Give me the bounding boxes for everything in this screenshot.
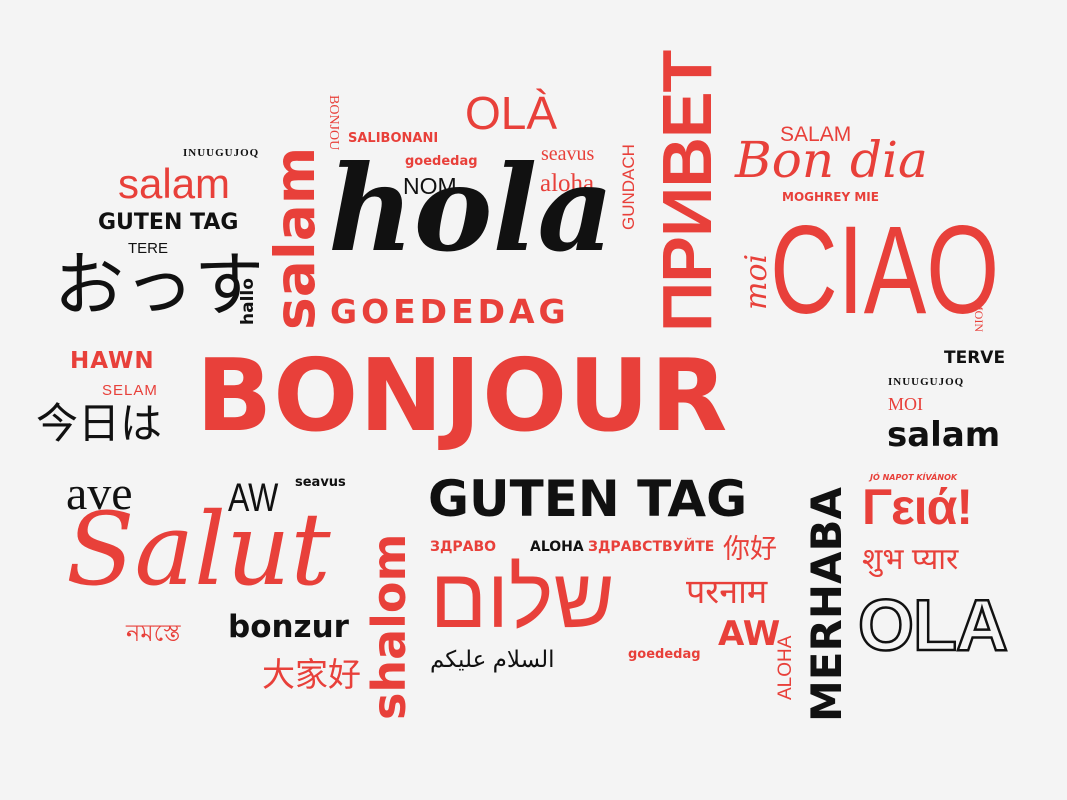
word-namaste-hindi: परनाम (686, 573, 768, 611)
word-zdravo: ЗДРАВО (430, 539, 497, 555)
word-selam: SELAM (102, 382, 158, 399)
word-guten-tag-center: GUTEN TAG (428, 470, 748, 528)
word-bon-dia-script: Bon dia (735, 131, 928, 189)
word-geia-greek: Γειά! (862, 479, 973, 535)
word-goededag-bottom: goededag (628, 647, 701, 662)
word-aloha-top: aloha (540, 170, 595, 197)
word-jo-napot: JÓ NAPOT KÍVÁNOK (870, 473, 958, 482)
word-ola-accent: OLÀ (465, 87, 558, 139)
word-ola-outline: OLA (857, 586, 1009, 666)
word-nihao: 你好 (723, 534, 777, 564)
word-bonzur: bonzur (228, 609, 349, 645)
word-salibonani: SALIBONANI (348, 131, 439, 146)
word-seavus-top: seavus (541, 143, 595, 165)
word-salam-vertical: salam (263, 146, 327, 330)
word-aloha-vertical: ALOHA (775, 635, 796, 700)
word-aw-left: AW (228, 476, 279, 520)
word-salam-top-right: SALAM (780, 123, 852, 146)
word-inuugujoq-left: INUUGUJOQ (183, 147, 260, 159)
word-moin-vertical: MOIN (972, 300, 986, 332)
word-dajiahao: 大家好 (262, 656, 361, 693)
word-ciao: CIAO (770, 201, 1000, 340)
word-hawn: HAWN (70, 348, 155, 374)
word-bonjour: BONJOUR (196, 337, 729, 454)
word-konnichiwa: 今日は (36, 400, 163, 447)
word-seavus-mid: seavus (295, 475, 346, 490)
word-zdravstvuyte: ЗДРАВСТВУЙТЕ (588, 539, 715, 555)
word-shubh-pyaar: शुभ प्यार (862, 543, 959, 576)
word-salam-left: salam (118, 160, 231, 207)
word-inuugujoq-right: INUUGUJOQ (888, 376, 965, 388)
word-ave: ave (66, 467, 133, 520)
word-hola-script: hola (328, 139, 614, 278)
word-goededag-bold: GOEDEDAG (330, 292, 570, 331)
word-moi-script: moi (739, 253, 774, 310)
word-guten-tag-left: GUTEN TAG (98, 210, 239, 235)
word-salam-right: salam (887, 415, 1001, 455)
word-moi-right: MOI (888, 394, 923, 414)
word-terve: TERVE (944, 348, 1006, 368)
word-moghrey-mie: MOGHREY MIE (782, 190, 879, 204)
word-assalam-arabic: السلام عليكم (430, 646, 555, 672)
word-privet-vertical: ПРИВЕТ (648, 50, 726, 332)
word-shalom-vertical: shalom (362, 533, 416, 720)
word-goededag-top: goededag (405, 154, 478, 169)
word-salut-script: Salut (66, 491, 331, 608)
word-aloha-mid: ALOHA (530, 539, 584, 555)
word-hallo-vertical: hallo (238, 278, 258, 325)
word-aw-red: AW (718, 614, 781, 654)
word-gundach-vertical: GUNDACH (619, 144, 638, 230)
word-shalom-hebrew: שלום (430, 551, 615, 645)
word-ossu-japanese: おっす (54, 246, 264, 324)
word-namaste-bengali: নমস্তে (126, 620, 181, 647)
word-merhaba-vertical: MERHABA (802, 487, 851, 722)
word-nom: NOM (403, 173, 457, 199)
word-tere: TERE (128, 240, 169, 257)
